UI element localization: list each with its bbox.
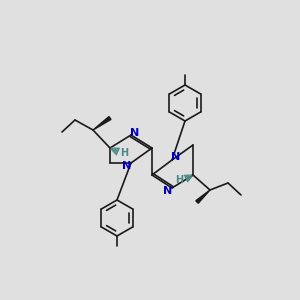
Text: N: N bbox=[171, 152, 181, 162]
Text: N: N bbox=[130, 128, 140, 138]
Polygon shape bbox=[196, 190, 210, 203]
Text: N: N bbox=[164, 186, 172, 196]
Text: H: H bbox=[175, 175, 183, 185]
Text: N: N bbox=[122, 161, 132, 171]
Text: H: H bbox=[120, 148, 128, 158]
Polygon shape bbox=[93, 117, 111, 130]
